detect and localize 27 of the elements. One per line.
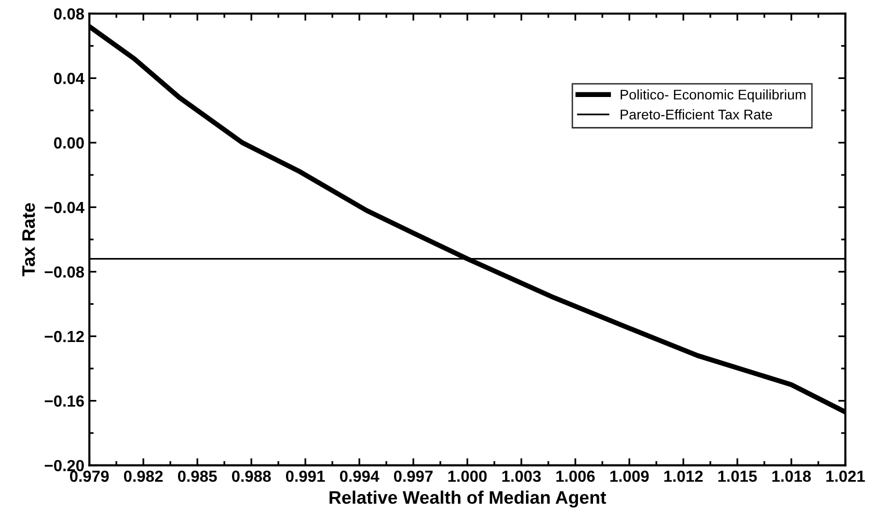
y-tick-label: 0.08 [54, 8, 84, 20]
y-axis-title: Tax Rate [22, 203, 35, 276]
x-tick-label: 1.003 [502, 470, 541, 482]
x-tick-label: 0.994 [340, 470, 380, 482]
y-tick-label: 0.04 [54, 72, 84, 84]
y-tick-label: −0.12 [44, 330, 84, 342]
x-tick-label: 0.997 [394, 470, 433, 482]
legend-label: Politico- Economic Equilibrium [620, 89, 806, 102]
x-tick-label: 1.018 [772, 470, 811, 482]
x-tick-label: 0.988 [232, 470, 271, 482]
x-tick-label: 1.009 [610, 470, 649, 482]
x-tick-label: 0.985 [178, 470, 217, 482]
y-tick-label: −0.16 [44, 395, 84, 407]
x-tick-label: 0.979 [70, 470, 109, 482]
x-tick-label: 1.006 [556, 470, 595, 482]
x-tick-label: 0.982 [124, 470, 163, 482]
y-tick-label: −0.08 [44, 266, 84, 278]
x-tick-label: 1.000 [448, 470, 487, 482]
x-tick-label: 0.991 [286, 470, 325, 482]
y-tick-label: 0.00 [54, 137, 84, 149]
y-tick-label: −0.04 [44, 202, 84, 214]
x-tick-label: 1.012 [664, 470, 703, 482]
y-tick-label: −0.20 [44, 460, 84, 472]
legend-label: Pareto-Efficient Tax Rate [620, 109, 772, 120]
x-tick-label: 1.021 [826, 470, 865, 482]
x-axis-title: Relative Wealth of Median Agent [330, 490, 606, 508]
x-tick-label: 1.015 [718, 470, 757, 482]
